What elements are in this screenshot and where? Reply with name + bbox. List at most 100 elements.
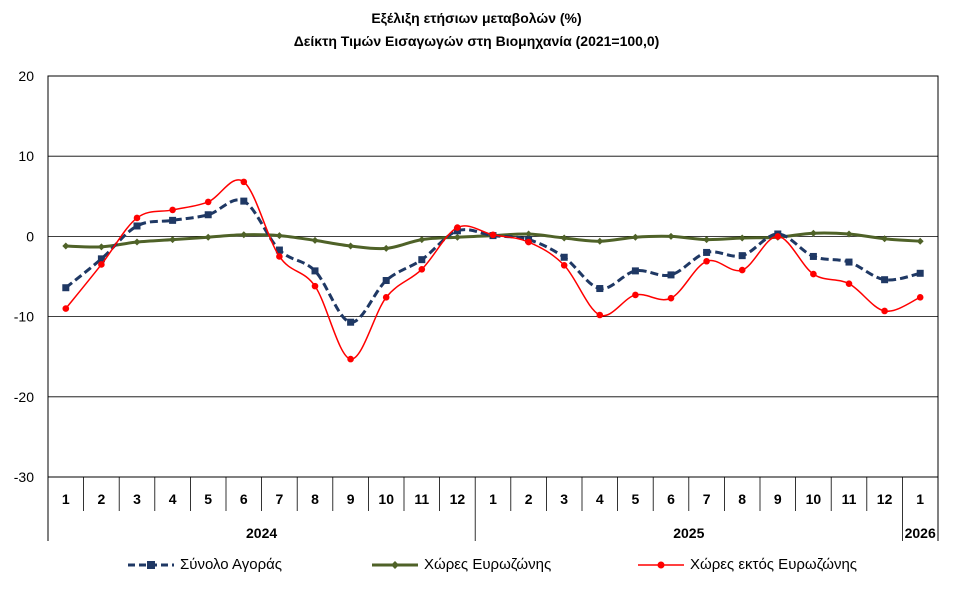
data-point-1 [596, 237, 604, 245]
x-tick-label: 5 [632, 491, 640, 507]
data-point-2 [738, 266, 746, 274]
x-tick-label: 4 [596, 491, 604, 507]
y-tick-label: 20 [18, 68, 34, 84]
y-tick-label: 0 [26, 228, 34, 244]
data-point-2 [632, 291, 639, 299]
x-tick-label: 9 [347, 491, 355, 507]
data-point-0 [809, 252, 817, 260]
plot-area [47, 75, 939, 478]
series-line-0 [64, 198, 921, 324]
x-tick-label: 6 [667, 491, 675, 507]
data-point-1 [275, 232, 283, 240]
x-tick-label: 12 [877, 491, 893, 507]
x-tick-label: 7 [703, 491, 711, 507]
year-label: 2026 [905, 525, 936, 541]
data-point-0 [738, 252, 746, 260]
x-tick-label: 3 [133, 491, 141, 507]
data-point-1 [667, 232, 675, 240]
data-point-0 [62, 284, 70, 292]
data-point-0 [240, 197, 248, 205]
data-point-1 [560, 234, 568, 242]
data-point-1 [62, 242, 70, 250]
chart-title: Εξέλιξη ετήσιων μεταβολών (%) [371, 10, 582, 26]
data-point-2 [596, 311, 604, 319]
data-point-0 [204, 211, 212, 219]
data-point-0 [881, 276, 889, 284]
data-point-1 [631, 233, 639, 241]
data-point-1 [453, 233, 461, 241]
data-point-2 [169, 206, 176, 214]
data-point-2 [916, 294, 924, 301]
x-tick-label: 1 [916, 491, 924, 507]
year-label: 2025 [673, 525, 704, 541]
data-point-1 [525, 230, 533, 238]
x-tick-label: 12 [450, 491, 466, 507]
x-tick-label: 1 [489, 491, 497, 507]
y-tick-label: 10 [18, 148, 34, 164]
chart-subtitle: Δείκτη Τιμών Εισαγωγών στη Βιομηχανία (2… [293, 33, 660, 49]
data-point-2 [774, 233, 782, 240]
data-point-2 [204, 198, 212, 206]
legend-swatch-non-eurozone [638, 561, 684, 568]
data-point-2 [62, 305, 70, 312]
data-point-0 [560, 253, 568, 261]
data-point-1 [311, 236, 319, 244]
x-tick-label: 11 [414, 491, 429, 507]
data-point-1 [418, 236, 426, 244]
data-point-0 [275, 246, 283, 254]
data-point-0 [347, 318, 355, 326]
data-point-2 [454, 224, 461, 231]
x-tick-label: 10 [806, 491, 822, 507]
data-point-2 [98, 261, 105, 268]
data-point-2 [311, 282, 319, 290]
data-point-2 [845, 280, 853, 288]
y-tick-label: -10 [14, 309, 34, 325]
data-point-2 [382, 294, 390, 301]
x-tick-label: 9 [774, 491, 782, 507]
data-point-2 [418, 265, 426, 273]
data-point-2 [810, 270, 817, 278]
data-point-0 [631, 267, 639, 275]
x-tick-label: 7 [276, 491, 284, 507]
series-line-2 [65, 179, 921, 360]
data-point-0 [418, 256, 426, 264]
x-tick-label: 11 [842, 491, 857, 507]
data-point-0 [133, 222, 141, 230]
data-point-0 [97, 255, 105, 263]
data-point-1 [382, 244, 390, 252]
data-point-0 [845, 258, 853, 266]
legend-label-eurozone: Χώρες Ευρωζώνης [424, 556, 552, 573]
data-point-2 [703, 257, 710, 265]
data-point-2 [525, 238, 532, 246]
data-point-0 [916, 269, 924, 277]
data-point-1 [845, 230, 853, 238]
data-point-1 [809, 229, 817, 237]
data-point-1 [169, 236, 177, 244]
data-point-0 [382, 277, 390, 285]
data-point-1 [881, 235, 889, 243]
data-point-2 [276, 253, 283, 260]
x-tick-label: 4 [169, 491, 177, 507]
data-point-0 [311, 267, 319, 275]
x-tick-label: 10 [378, 491, 394, 507]
data-point-2 [240, 178, 248, 186]
x-tick-label: 5 [204, 491, 212, 507]
data-point-1 [916, 237, 924, 245]
x-tick-label: 8 [738, 491, 746, 507]
data-point-2 [560, 261, 568, 269]
legend-item-eurozone: Χώρες Ευρωζώνης [372, 556, 551, 573]
data-point-2 [489, 231, 497, 239]
data-point-2 [347, 355, 354, 363]
data-point-0 [703, 248, 711, 256]
data-point-1 [97, 243, 105, 251]
data-point-0 [596, 285, 604, 293]
data-point-2 [881, 307, 888, 315]
year-label: 2024 [246, 525, 277, 541]
data-point-2 [667, 294, 675, 302]
data-point-1 [738, 234, 746, 242]
x-tick-label: 1 [62, 491, 70, 507]
x-tick-label: 2 [525, 491, 533, 507]
data-point-1 [240, 231, 248, 239]
x-tick-label: 2 [98, 491, 106, 507]
